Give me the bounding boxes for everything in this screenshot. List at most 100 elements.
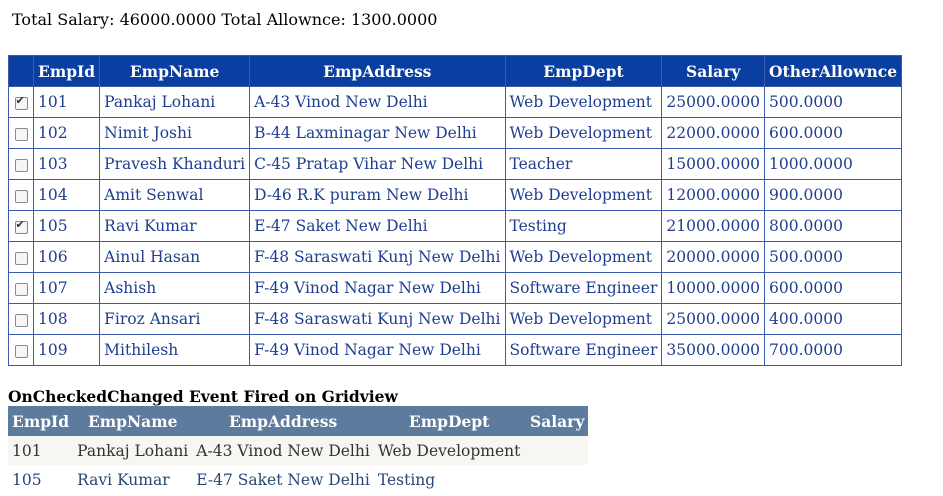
row-select-checkbox[interactable]	[14, 94, 28, 110]
select-cell	[8, 334, 34, 366]
total-salary-value: 46000.0000	[119, 10, 217, 29]
empaddress-cell: D-46 R.K puram New Delhi	[249, 179, 506, 211]
empdept-cell: Teacher	[504, 148, 663, 180]
salary-cell: 20000.0000	[661, 241, 766, 273]
table-row: 102 Nimit Joshi B-44 Laxminagar New Delhi W…	[8, 117, 903, 149]
row-select-checkbox[interactable]	[14, 189, 28, 203]
empdept-cell: Software Engineer	[504, 334, 663, 366]
empid-cell: 105	[32, 210, 101, 242]
allowance-cell: 900.0000	[764, 179, 903, 211]
employee-grid: EmpId EmpName EmpAddress EmpDept Salary …	[8, 55, 903, 366]
sel-empdept-cell: Testing	[373, 465, 525, 494]
sel-salary-cell	[524, 436, 589, 465]
allowance-cell: 700.0000	[764, 334, 903, 366]
select-cell	[8, 148, 34, 180]
sel-empid-cell: 101	[8, 436, 74, 465]
empid-cell: 106	[32, 241, 101, 273]
select-cell	[8, 179, 34, 211]
salary-cell: 35000.0000	[661, 334, 766, 366]
table-row: 109 Mithilesh F-49 Vinod Nagar New Delhi So…	[8, 334, 903, 366]
select-cell	[8, 303, 34, 335]
select-cell	[8, 86, 34, 118]
sel-empdept-cell: Web Development	[373, 436, 525, 465]
empname-cell: Ravi Kumar	[99, 210, 251, 242]
empid-cell: 103	[32, 148, 101, 180]
salary-cell: 25000.0000	[661, 86, 766, 118]
select-cell	[8, 210, 34, 242]
sel-empname-cell: Ravi Kumar	[73, 465, 193, 494]
salary-cell: 15000.0000	[661, 148, 766, 180]
empaddress-cell: F-49 Vinod Nagar New Delhi	[249, 272, 506, 304]
empname-cell: Pravesh Khanduri	[99, 148, 251, 180]
salary-cell: 10000.0000	[661, 272, 766, 304]
empaddress-cell: F-48 Saraswati Kunj New Delhi	[249, 303, 506, 335]
row-select-checkbox[interactable]	[14, 282, 28, 296]
header-otherallownce: OtherAllownce	[764, 55, 903, 87]
allowance-cell: 600.0000	[764, 272, 903, 304]
sel-header-empaddress: EmpAddress	[192, 406, 374, 436]
empid-cell: 107	[32, 272, 101, 304]
salary-cell: 21000.0000	[661, 210, 766, 242]
sel-header-empid: EmpId	[8, 406, 74, 436]
empdept-cell: Web Development	[504, 86, 663, 118]
table-row: 108 Firoz Ansari F-48 Saraswati Kunj New D…	[8, 303, 903, 335]
empname-cell: Ainul Hasan	[99, 241, 251, 273]
allowance-cell: 400.0000	[764, 303, 903, 335]
empid-cell: 104	[32, 179, 101, 211]
total-salary-label: Total Salary:	[12, 10, 115, 29]
allowance-cell: 500.0000	[764, 241, 903, 273]
empname-cell: Firoz Ansari	[99, 303, 251, 335]
sel-empname-cell: Pankaj Lohani	[73, 436, 193, 465]
empaddress-cell: F-49 Vinod Nagar New Delhi	[249, 334, 506, 366]
selected-table-header: EmpId EmpName EmpAddress EmpDept Salary	[8, 406, 589, 436]
empdept-cell: Testing	[504, 210, 663, 242]
row-select-checkbox[interactable]	[14, 218, 28, 234]
sel-header-empname: EmpName	[73, 406, 193, 436]
table-row: 106 Ainul Hasan F-48 Saraswati Kunj New De…	[8, 241, 903, 273]
empaddress-cell: E-47 Saket New Delhi	[249, 210, 506, 242]
select-cell	[8, 241, 34, 273]
salary-cell: 22000.0000	[661, 117, 766, 149]
header-salary: Salary	[661, 55, 766, 87]
row-select-checkbox[interactable]	[14, 158, 28, 172]
selected-employees-table: EmpId EmpName EmpAddress EmpDept Salary …	[8, 406, 589, 494]
row-select-checkbox[interactable]	[14, 344, 28, 358]
empname-cell: Ashish	[99, 272, 251, 304]
sel-header-salary: Salary	[524, 406, 589, 436]
allowance-cell: 800.0000	[764, 210, 903, 242]
empname-cell: Mithilesh	[99, 334, 251, 366]
empid-cell: 101	[32, 86, 101, 118]
empid-cell: 102	[32, 117, 101, 149]
empdept-cell: Web Development	[504, 303, 663, 335]
table-row: 103 Pravesh Khanduri C-45 Pratap Vihar New…	[8, 148, 903, 180]
totals-summary: Total Salary: 46000.0000 Total Allownce:…	[12, 10, 437, 29]
sel-salary-cell	[524, 465, 589, 494]
table-row: 107 Ashish F-49 Vinod Nagar New Delhi Softw…	[8, 272, 903, 304]
header-select	[8, 55, 34, 87]
empid-cell: 109	[32, 334, 101, 366]
sel-empid-cell: 105	[8, 465, 74, 494]
empaddress-cell: F-48 Saraswati Kunj New Delhi	[249, 241, 506, 273]
header-empname: EmpName	[99, 55, 251, 87]
allowance-cell: 500.0000	[764, 86, 903, 118]
empdept-cell: Web Development	[504, 241, 663, 273]
selected-section-title: OnCheckedChanged Event Fired on Gridview	[8, 387, 398, 406]
table-row: 104 Amit Senwal D-46 R.K puram New Delhi We…	[8, 179, 903, 211]
select-cell	[8, 117, 34, 149]
empname-cell: Pankaj Lohani	[99, 86, 251, 118]
empname-cell: Amit Senwal	[99, 179, 251, 211]
employee-grid-header: EmpId EmpName EmpAddress EmpDept Salary …	[8, 55, 903, 87]
row-select-checkbox[interactable]	[14, 127, 28, 141]
select-cell	[8, 272, 34, 304]
row-select-checkbox[interactable]	[14, 251, 28, 265]
header-empid: EmpId	[32, 55, 101, 87]
empaddress-cell: B-44 Laxminagar New Delhi	[249, 117, 506, 149]
row-select-checkbox[interactable]	[14, 313, 28, 327]
empaddress-cell: A-43 Vinod New Delhi	[249, 86, 506, 118]
sel-empaddress-cell: A-43 Vinod New Delhi	[192, 436, 374, 465]
empname-cell: Nimit Joshi	[99, 117, 251, 149]
salary-cell: 12000.0000	[661, 179, 766, 211]
header-empaddress: EmpAddress	[249, 55, 506, 87]
